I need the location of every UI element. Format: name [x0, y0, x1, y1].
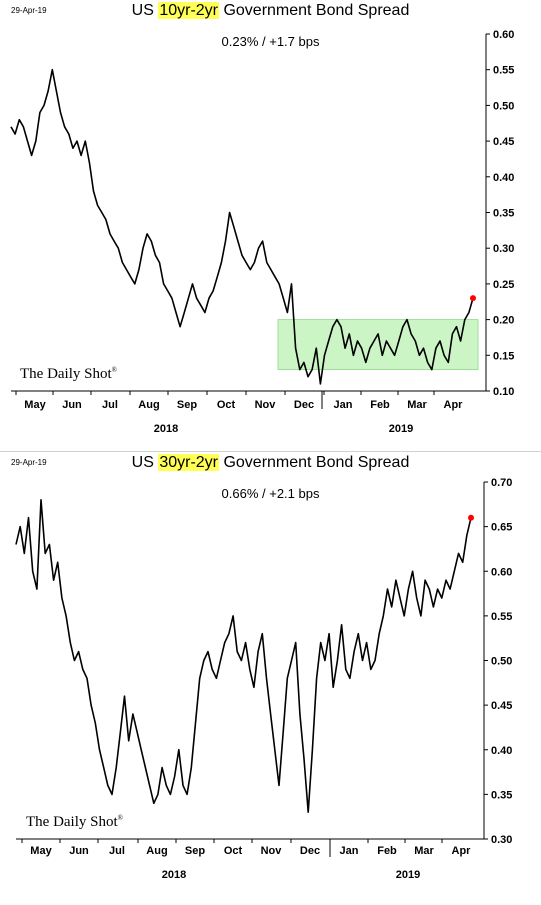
- title-highlight: 10yr-2yr: [158, 2, 219, 19]
- month-label: Jun: [69, 845, 89, 857]
- y-tick-label: 0.55: [491, 611, 512, 623]
- y-tick-label: 0.25: [493, 279, 514, 291]
- month-label: Apr: [452, 845, 472, 857]
- highlight-band: [277, 319, 479, 370]
- watermark-text: The Daily Shot: [26, 814, 118, 830]
- month-label: Oct: [224, 845, 243, 857]
- y-tick-label: 0.60: [491, 566, 512, 578]
- watermark-logo: The Daily Shot®: [26, 814, 123, 831]
- month-label: Apr: [444, 399, 464, 411]
- y-tick-label: 0.45: [491, 700, 512, 712]
- y-tick-label: 0.35: [493, 208, 514, 220]
- month-label: Nov: [261, 845, 283, 857]
- y-tick-label: 0.30: [493, 243, 514, 255]
- chart-subtitle: 0.66% / +2.1 bps: [221, 486, 320, 501]
- watermark-text: The Daily Shot: [20, 366, 112, 382]
- month-label: Jan: [334, 399, 353, 411]
- y-tick-label: 0.40: [491, 745, 512, 757]
- y-tick-label: 0.50: [493, 100, 514, 112]
- title-prefix: US: [131, 2, 159, 19]
- series-line: [15, 499, 472, 813]
- date-stamp: 29-Apr-19: [11, 6, 47, 15]
- month-label: Nov: [255, 399, 277, 411]
- y-tick-label: 0.10: [493, 386, 514, 398]
- y-tick-label: 0.40: [493, 172, 514, 184]
- month-label: Aug: [138, 399, 159, 411]
- y-tick-label: 0.55: [493, 65, 514, 77]
- title-suffix: Government Bond Spread: [219, 2, 410, 19]
- chart-panel-10yr-2yr: 29-Apr-19 US 10yr-2yr Government Bond Sp…: [0, 0, 541, 452]
- month-label: May: [30, 845, 52, 857]
- title-highlight: 30yr-2yr: [158, 454, 219, 471]
- y-tick-label: 0.45: [493, 136, 514, 148]
- y-tick-label: 0.15: [493, 350, 514, 362]
- chart-divider: [0, 451, 541, 452]
- month-label: May: [24, 399, 46, 411]
- watermark-logo: The Daily Shot®: [20, 366, 117, 383]
- year-label: 2019: [389, 423, 413, 435]
- month-label: Mar: [407, 399, 427, 411]
- date-stamp: 29-Apr-19: [11, 458, 47, 467]
- year-label: 2018: [154, 423, 178, 435]
- year-label: 2019: [396, 869, 420, 881]
- month-label: Mar: [414, 845, 434, 857]
- month-label: Dec: [300, 845, 320, 857]
- chart-plot-10yr-2yr: 0.60 0.55 0.50 0.45 0.40 0.35 0.30 0.25 0.20 0.15…: [10, 29, 514, 435]
- y-tick-label: 0.30: [491, 834, 512, 846]
- last-value-marker: [468, 514, 474, 521]
- y-tick-label: 0.20: [493, 315, 514, 327]
- month-label: Jul: [102, 399, 118, 411]
- chart-subtitle: 0.23% / +1.7 bps: [221, 34, 320, 49]
- y-tick-label: 0.60: [493, 29, 514, 41]
- y-tick-label: 0.35: [491, 789, 512, 801]
- title-prefix: US: [131, 454, 159, 471]
- watermark-mark: ®: [117, 814, 123, 822]
- month-label: Dec: [294, 399, 314, 411]
- month-label: Jun: [62, 399, 82, 411]
- month-label: Feb: [377, 845, 397, 857]
- year-label: 2018: [162, 869, 186, 881]
- last-value-marker: [470, 295, 476, 302]
- y-tick-label: 0.70: [491, 477, 512, 489]
- y-tick-label: 0.50: [491, 656, 512, 668]
- chart-plot-30yr-2yr: 0.70 0.65 0.60 0.55 0.50 0.45 0.40 0.35 0.30 May J…: [15, 477, 512, 881]
- month-label: Jul: [109, 845, 125, 857]
- month-label: Sep: [177, 399, 197, 411]
- month-label: Sep: [185, 845, 205, 857]
- y-tick-label: 0.65: [491, 522, 512, 534]
- series-line: [10, 68, 474, 385]
- chart-title: US 30yr-2yr Government Bond Spread: [0, 454, 541, 472]
- chart-panel-30yr-2yr: 29-Apr-19 US 30yr-2yr Government Bond Sp…: [0, 452, 541, 904]
- month-label: Feb: [370, 399, 390, 411]
- title-suffix: Government Bond Spread: [219, 454, 410, 471]
- chart-title: US 10yr-2yr Government Bond Spread: [0, 2, 541, 20]
- month-label: Jan: [340, 845, 359, 857]
- month-label: Oct: [217, 399, 236, 411]
- watermark-mark: ®: [111, 366, 117, 374]
- month-label: Aug: [146, 845, 167, 857]
